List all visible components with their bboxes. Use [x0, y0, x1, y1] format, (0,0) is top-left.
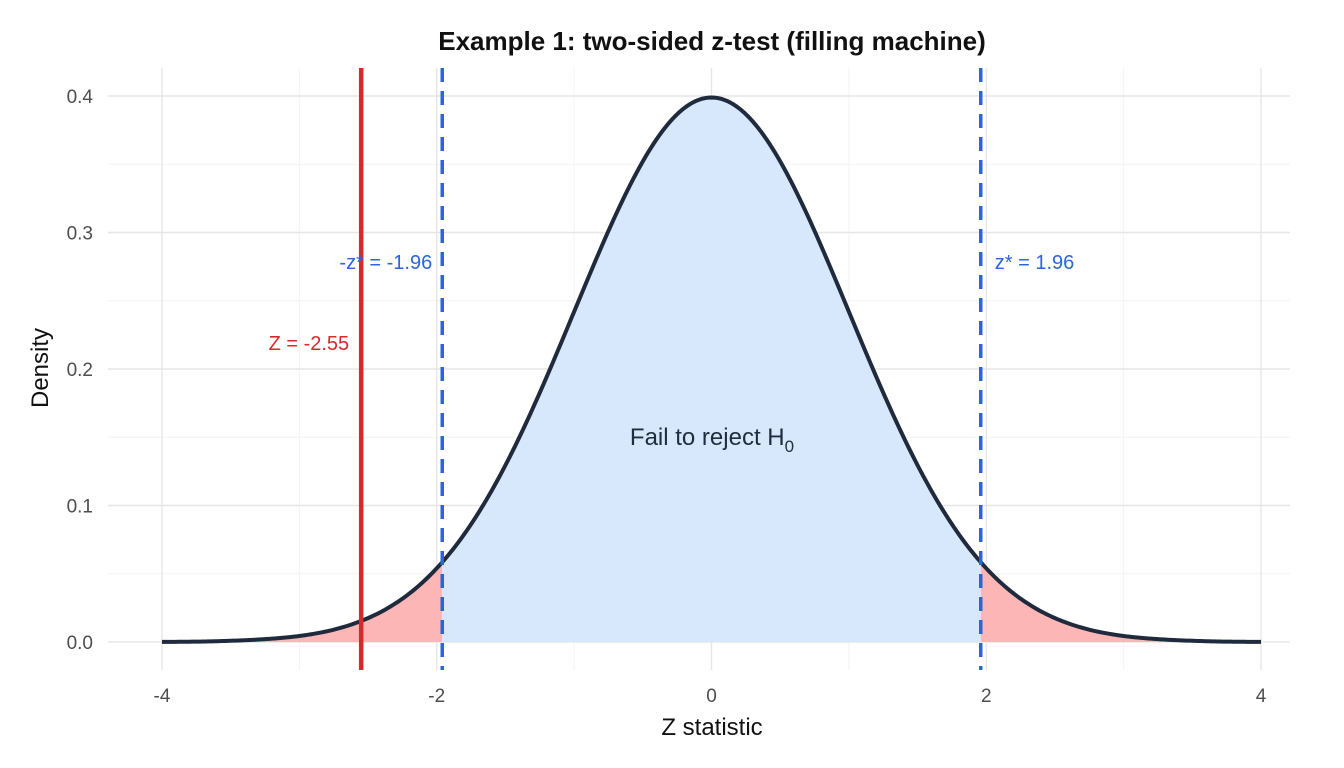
y-tick-label: 0.4 — [67, 87, 94, 108]
y-tick-label: 0.0 — [67, 633, 93, 654]
x-tick-label: -4 — [154, 686, 171, 707]
critical-label-right: z* = 1.96 — [995, 252, 1075, 274]
critical-label-left: -z* = -1.96 — [339, 252, 432, 274]
shaded-regions — [162, 97, 1261, 642]
acceptance-region-label-subscript: 0 — [785, 437, 794, 456]
y-axis-label: Density — [27, 328, 54, 408]
x-tick-label: 0 — [706, 686, 717, 707]
annotations: -z* = -1.96 z* = 1.96 Z = -2.55 Fail to rej… — [269, 252, 1075, 456]
x-tick-label: 2 — [981, 686, 992, 707]
x-tick-label: 4 — [1256, 686, 1267, 707]
y-tick-label: 0.2 — [67, 360, 93, 381]
rejection-region-right — [980, 562, 1261, 642]
rejection-region-left — [162, 562, 443, 642]
chart-title: Example 1: two-sided z-test (filling mac… — [438, 26, 986, 56]
x-tick-label: -2 — [428, 686, 445, 707]
y-tick-label: 0.1 — [67, 497, 93, 518]
x-axis-label: Z statistic — [661, 714, 762, 741]
y-tick-label: 0.3 — [67, 224, 93, 245]
density-curve-group — [161, 95, 1262, 644]
density-curve — [161, 95, 1262, 644]
reference-lines — [358, 68, 983, 670]
acceptance-region-label-main: Fail to reject H — [630, 424, 785, 451]
acceptance-region-label: Fail to reject H0 — [630, 424, 794, 456]
acceptance-region — [442, 97, 981, 642]
observed-z-label: Z = -2.55 — [269, 333, 350, 355]
axis-ticks: -4 -2 0 2 4 0.0 0.1 0.2 0.3 0.4 — [67, 87, 1267, 707]
